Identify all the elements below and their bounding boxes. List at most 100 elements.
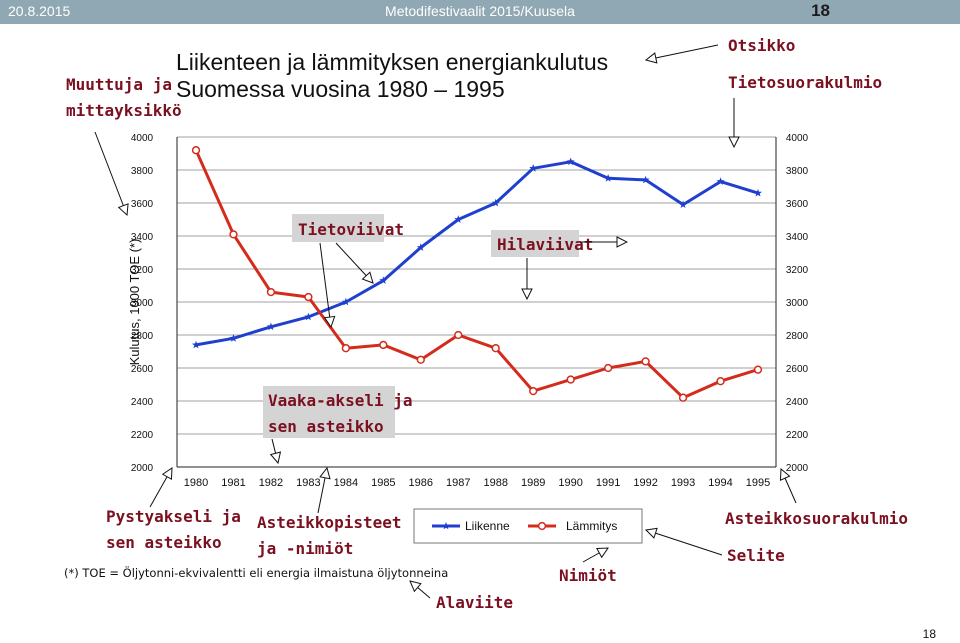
- series-liikenne-point-1982: [266, 322, 275, 331]
- ytick-right-2400: 2400: [786, 397, 809, 408]
- annotation-asteikkopisteet-line1: Asteikkopisteet: [257, 513, 402, 532]
- ytick-left-2000: 2000: [131, 463, 154, 474]
- xtick-1981: 1981: [221, 477, 245, 489]
- annotation-layer: Muuttuja ja mittayksikkö Otsikko Tietosuora…: [66, 36, 908, 612]
- xtick-1994: 1994: [708, 477, 732, 489]
- slide-header: 20.8.2015 Metodifestivaalit 2015/Kuusela…: [0, 0, 960, 24]
- annotation-alaviite: Alaviite: [436, 593, 513, 612]
- ytick-left-3400: 3400: [131, 232, 154, 243]
- ytick-left-4000: 4000: [131, 133, 154, 144]
- ytick-right-3000: 3000: [786, 298, 809, 309]
- ytick-left-3800: 3800: [131, 166, 154, 177]
- series-lammitys-point-1987: [454, 330, 463, 340]
- annotation-tietosuorakulmio: Tietosuorakulmio: [728, 73, 882, 92]
- xtick-1987: 1987: [446, 477, 470, 489]
- xtick-1984: 1984: [334, 477, 358, 489]
- header-event: Metodifestivaalit 2015/Kuusela: [385, 3, 575, 19]
- slide-number: 18: [811, 1, 830, 20]
- series-liikenne-point-1987: [454, 215, 463, 223]
- ytick-right-3800: 3800: [786, 166, 809, 177]
- xtick-1980: 1980: [184, 477, 208, 489]
- annotation-asteikkopisteet-arrow: [317, 468, 327, 514]
- series-liikenne-point-1981: [229, 334, 238, 342]
- ytick-right-2200: 2200: [786, 430, 809, 441]
- ytick-left-3200: 3200: [131, 265, 154, 276]
- xtick-1986: 1986: [409, 477, 433, 489]
- series-lammitys-point-1988: [491, 344, 500, 353]
- axis-layer: [176, 137, 777, 468]
- ytick-right-2800: 2800: [786, 331, 809, 342]
- series-lammitys-point-1981: [229, 230, 238, 239]
- legend-lammitys-label: Lämmitys: [566, 519, 617, 533]
- annotation-selite: Selite: [727, 546, 785, 565]
- ytick-right-2600: 2600: [786, 364, 809, 375]
- annotation-vaaka-akseli-line1: Vaaka-akseli ja: [268, 391, 413, 410]
- xtick-1988: 1988: [483, 477, 507, 489]
- annotation-vaaka-akseli-arrow: [272, 438, 278, 463]
- series-lammitys-point-1993: [678, 393, 688, 402]
- xtick-1989: 1989: [521, 477, 545, 489]
- ytick-right-3400: 3400: [786, 232, 809, 243]
- annotation-selite-arrow: [646, 530, 723, 556]
- series-lammitys-point-1983: [304, 292, 313, 302]
- series-liikenne-point-1986: [416, 243, 425, 251]
- page-number: 18: [922, 627, 936, 641]
- ytick-right-3200: 3200: [786, 265, 809, 276]
- series-liikenne-point-1992: [641, 175, 650, 184]
- footnote: (*) TOE = Öljytonni-ekvivalentti eli ene…: [64, 566, 449, 580]
- series-lammitys-point-1989: [529, 386, 538, 396]
- ytick-left-2600: 2600: [131, 364, 154, 375]
- legend-liikenne-marker: [442, 522, 450, 530]
- annotation-hilaviivat: Hilaviivat: [497, 235, 593, 254]
- annotation-vaaka-akseli-line2: sen asteikko: [268, 417, 384, 436]
- ytick-left-3600: 3600: [131, 199, 154, 210]
- xtick-1991: 1991: [596, 477, 620, 489]
- series-lammitys-point-1992: [641, 357, 650, 366]
- annotation-pystyakseli-line1: Pystyakseli ja: [106, 507, 241, 526]
- series-liikenne-point-1995: [754, 188, 762, 197]
- y-axis-label: Kulutus, 1000 TOE (*): [127, 239, 142, 366]
- annotation-asteikkosuorakulmio-arrow: [781, 469, 797, 504]
- annotation-muuttuja-line1: Muuttuja ja: [66, 75, 172, 94]
- chart-title-line1: Liikenteen ja lämmityksen energiankulutu…: [176, 49, 608, 75]
- annotation-tietoviivat-arrow-2: [319, 242, 331, 327]
- series-lammitys-point-1984: [341, 344, 351, 353]
- annotation-nimiot-arrow: [582, 548, 608, 563]
- xtick-1992: 1992: [633, 477, 657, 489]
- text-layer: 2000 2000 2200 2200 2400 2400 2600 2600 2800 2800…: [127, 49, 809, 544]
- annotation-hilaviivat-box: [491, 230, 579, 257]
- series-lammitys-point-1982: [266, 287, 276, 297]
- xtick-1993: 1993: [671, 477, 695, 489]
- xtick-1985: 1985: [371, 477, 395, 489]
- annotation-tietoviivat: Tietoviivat: [298, 220, 404, 239]
- series-liikenne-point-1980: [192, 340, 200, 349]
- series-layer: [191, 146, 763, 402]
- xtick-1982: 1982: [259, 477, 283, 489]
- annotation-vaaka-akseli-box: [263, 386, 395, 438]
- annotation-pystyakseli-line2: sen asteikko: [106, 533, 222, 552]
- ytick-left-2200: 2200: [131, 430, 154, 441]
- series-liikenne-point-1994: [716, 177, 725, 185]
- ytick-left-2800: 2800: [131, 331, 154, 342]
- legend-lammitys-marker: [537, 521, 547, 531]
- annotation-asteikkosuorakulmio: Asteikkosuorakulmio: [725, 509, 908, 528]
- annotation-alaviite-arrow: [410, 581, 431, 599]
- series-lammitys-point-1986: [416, 355, 425, 364]
- annotation-muuttuja-arrow: [94, 131, 127, 215]
- ytick-left-3000: 3000: [131, 298, 154, 309]
- annotation-nimiot: Nimiöt: [559, 566, 617, 585]
- annotation-asteikkopisteet-line2: ja -nimiöt: [257, 539, 353, 558]
- series-liikenne-point-1984: [341, 297, 350, 306]
- series-liikenne-point-1991: [604, 174, 613, 182]
- annotation-otsikko: Otsikko: [728, 36, 795, 55]
- annotation-pystyakseli-arrow: [149, 468, 172, 508]
- series-liikenne-point-1985: [379, 276, 388, 284]
- series-lammitys-point-1995: [753, 365, 763, 374]
- series-lammitys-point-1991: [603, 363, 613, 373]
- series-liikenne-point-1983: [304, 312, 313, 321]
- chart-title-line2: Suomessa vuosina 1980 – 1995: [176, 76, 505, 102]
- series-liikenne-point-1988: [491, 198, 500, 207]
- annotation-tietoviivat-arrow-1: [335, 242, 373, 283]
- annotation-muuttuja-line2: mittayksikkö: [66, 101, 182, 120]
